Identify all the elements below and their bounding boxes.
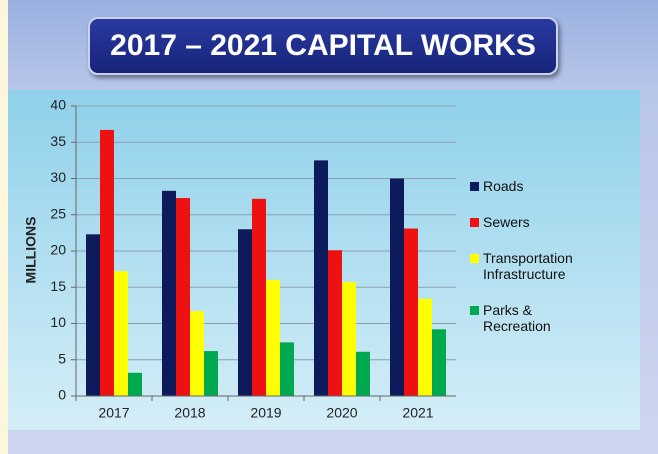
y-axis-label: MILLIONS	[23, 217, 39, 284]
x-tick-label: 2019	[250, 405, 281, 421]
legend-item: Roads	[470, 178, 630, 194]
bar	[314, 160, 328, 396]
bar	[204, 351, 218, 396]
x-tick-label: 2018	[174, 405, 205, 421]
legend-label: Sewers	[483, 214, 530, 230]
x-tick-label: 2021	[402, 405, 433, 421]
x-tick-label: 2017	[98, 405, 129, 421]
bar	[190, 311, 204, 396]
y-tick-label: 10	[50, 314, 66, 330]
bar	[280, 342, 294, 396]
bar	[252, 198, 266, 396]
bar	[390, 178, 404, 396]
y-tick-label: 15	[50, 278, 66, 294]
bar	[404, 228, 418, 396]
bar	[328, 250, 342, 396]
y-tick-label: 35	[50, 133, 66, 149]
legend-label: Transportation Infrastructure	[483, 250, 573, 282]
y-tick-label: 5	[58, 350, 66, 366]
bar	[418, 298, 432, 396]
y-tick-label: 30	[50, 169, 66, 185]
legend-swatch	[470, 218, 479, 227]
legend-item: Sewers	[470, 214, 630, 230]
y-tick-label: 0	[58, 387, 66, 403]
legend-label: Parks & Recreation	[483, 302, 551, 334]
bar	[266, 280, 280, 396]
x-tick-label: 2020	[326, 405, 357, 421]
bar	[342, 282, 356, 396]
bar	[162, 190, 176, 396]
chart-title: 2017 – 2021 CAPITAL WORKS	[88, 17, 558, 75]
bar	[432, 329, 446, 396]
legend-label: Roads	[483, 178, 524, 194]
legend: Roads Sewers Transportation Infrastructure…	[470, 178, 630, 354]
bar	[238, 229, 252, 396]
y-tick-label: 25	[50, 205, 66, 221]
legend-item: Parks & Recreation	[470, 302, 630, 334]
y-tick-label: 40	[50, 97, 66, 113]
bar	[86, 234, 100, 396]
legend-item: Transportation Infrastructure	[470, 250, 630, 282]
bar	[114, 271, 128, 396]
bar	[100, 129, 114, 397]
bar	[128, 372, 142, 396]
legend-swatch	[470, 306, 479, 315]
bar	[356, 351, 370, 396]
y-tick-label: 20	[50, 242, 66, 258]
bar	[176, 198, 190, 396]
legend-swatch	[470, 254, 479, 263]
legend-swatch	[470, 182, 479, 191]
